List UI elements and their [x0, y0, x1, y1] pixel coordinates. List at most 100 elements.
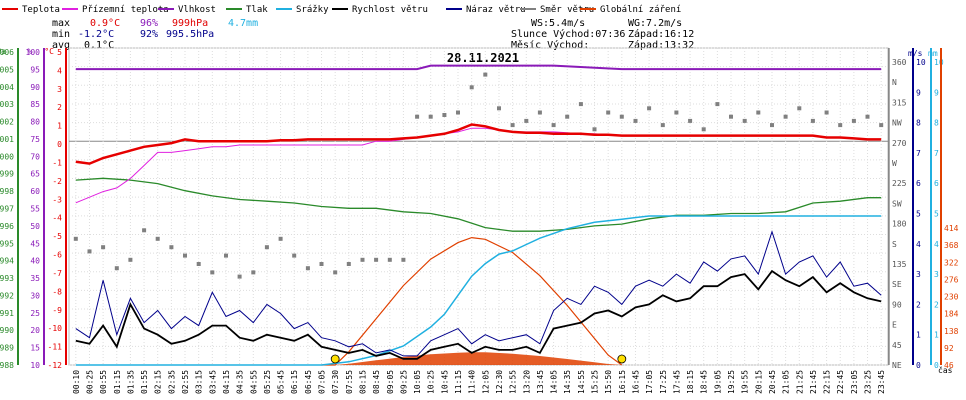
axis-humidity-tick: 60 — [30, 187, 40, 196]
axis-wind-speed-tick: 9 — [916, 88, 921, 97]
axis-humidity-tick: 75 — [30, 135, 40, 144]
x-tick-label: 02:55 — [181, 370, 190, 394]
wind-direction-point — [701, 127, 706, 132]
axis-temperature-tick: 1 — [57, 122, 62, 131]
wind-direction-point — [524, 118, 529, 123]
axis-rain-tick: 1 — [934, 331, 939, 340]
x-tick-label: 19:05 — [713, 370, 722, 394]
x-tick-label: 07:05 — [318, 370, 327, 394]
x-tick-label: 18:45 — [700, 370, 709, 394]
legend-label: Globální záření — [600, 5, 681, 15]
x-tick-label: 04:55 — [249, 370, 258, 394]
stat-max-temp: 0.9°C — [90, 18, 120, 29]
wind-direction-point — [224, 253, 228, 258]
legend-label: Přízemní teplota — [82, 5, 169, 15]
axis-humidity-tick: 30 — [30, 291, 40, 300]
x-tick-label: 17:45 — [672, 370, 681, 394]
wind-direction-point — [688, 118, 693, 123]
sunset-icon — [617, 354, 627, 364]
wind-direction-point — [128, 257, 133, 262]
stat-avg-temp: 0.1°C — [84, 40, 114, 51]
wind-direction-point — [879, 123, 884, 128]
wind-direction-point — [292, 253, 297, 258]
x-tick-label: 13:45 — [536, 370, 545, 394]
x-tick-label: 09:25 — [399, 370, 408, 394]
series-vlhkost — [75, 64, 882, 71]
series-srazky — [75, 215, 882, 366]
sunrise-icon — [330, 354, 340, 364]
axis-wind-speed-tick: 10 — [916, 58, 926, 67]
axis-hpa-tick: 1002 — [0, 118, 14, 127]
axis-temperature-title: °C — [44, 47, 54, 56]
legend: Teplota Přízemní teplota Vlhkost Tlak Srážky… — [2, 5, 681, 15]
legend-label: Směr větru — [540, 5, 594, 15]
x-tick-label: 00:55 — [99, 370, 108, 394]
wind-direction-point — [73, 236, 78, 241]
wind-direction-point — [633, 118, 638, 123]
axis-hpa-tick: 992 — [0, 291, 14, 300]
x-tick-label: 05:45 — [277, 370, 286, 394]
axis-radiation-tick: 230 — [944, 293, 959, 302]
stat-rain: 4.7mm — [228, 18, 258, 29]
axis-wind-speed-tick: 4 — [916, 240, 921, 249]
wind-direction-point — [305, 266, 310, 271]
axis-wind-direction-tick: 360 — [892, 58, 907, 67]
wind-direction-point — [715, 102, 720, 107]
axis-radiation-tick: 414 — [944, 224, 959, 233]
axis-temperature-tick: -3 — [52, 195, 62, 204]
stat-min-hum: 92% — [140, 29, 158, 40]
wind-direction-point — [415, 114, 420, 119]
axis-wind-speed-tick: 6 — [916, 179, 921, 188]
axes: hPa1006100510041003100210011000999998997… — [0, 47, 959, 375]
wind-direction-point — [865, 114, 870, 119]
axis-temperature-tick: -12 — [48, 361, 63, 370]
axis-wind-direction-tick: 90 — [892, 300, 902, 309]
x-tick-label: 07:30 — [331, 370, 340, 394]
axis-temperature-tick: -1 — [52, 158, 62, 167]
axis-humidity-tick: 35 — [30, 274, 40, 283]
axis-rain-tick: 3 — [934, 270, 939, 279]
wind-direction-point — [783, 114, 788, 119]
x-axis-labels: 00:10 00:25 00:55 01:15 01:35 01:55 02:15 02:35… — [72, 370, 886, 394]
axis-temperature-tick: 0 — [57, 140, 62, 149]
axis-wind-speed-tick: 3 — [916, 270, 921, 279]
series-rychlost-vetru — [75, 269, 882, 360]
x-tick-label: 03:45 — [208, 370, 217, 394]
axis-humidity-tick: 10 — [30, 361, 40, 370]
wind-direction-point — [592, 127, 597, 132]
x-tick-label: 12:55 — [509, 370, 518, 394]
axis-humidity-tick: 95 — [30, 65, 40, 74]
wind-direction-point — [619, 114, 624, 119]
axis-wind-speed-tick: 0 — [916, 361, 921, 370]
x-tick-label: 00:10 — [72, 370, 81, 394]
x-tick-label: 19:55 — [741, 370, 750, 394]
axis-temperature-tick: 4 — [57, 66, 62, 75]
wind-direction-point — [333, 270, 338, 275]
wind-direction-point — [101, 245, 106, 250]
x-tick-label: 00:25 — [85, 370, 94, 394]
x-tick-label: 08:45 — [372, 370, 381, 394]
axis-temperature-tick: -9 — [52, 306, 62, 315]
axis-temperature-tick: -6 — [52, 251, 62, 260]
x-tick-label: 11:40 — [468, 370, 477, 394]
axis-hpa-tick: 995 — [0, 239, 14, 248]
stat-mesic: Měsíc Východ: — [511, 39, 589, 51]
wind-direction-point — [251, 270, 256, 275]
x-tick-label: 17:05 — [645, 370, 654, 394]
axis-wind-speed-title: m/s — [908, 49, 923, 58]
x-tick-label: 02:35 — [167, 370, 176, 394]
x-tick-label: 18:15 — [686, 370, 695, 394]
x-tick-label: 10:25 — [427, 370, 436, 394]
axis-hpa-title: hPa — [0, 47, 6, 56]
series-tlak — [75, 177, 882, 232]
wind-direction-point — [401, 257, 406, 262]
wind-direction-point — [210, 270, 215, 275]
x-tick-label: 22:15 — [823, 370, 832, 394]
stat-min-label: min — [52, 29, 70, 40]
x-tick-label: 16:45 — [631, 370, 640, 394]
axis-rain-tick: 7 — [934, 149, 939, 158]
stat-mesic-zapad: Západ:13:32 — [628, 39, 694, 51]
wind-direction-point — [606, 110, 611, 115]
series-globalni-zareni — [321, 236, 623, 366]
